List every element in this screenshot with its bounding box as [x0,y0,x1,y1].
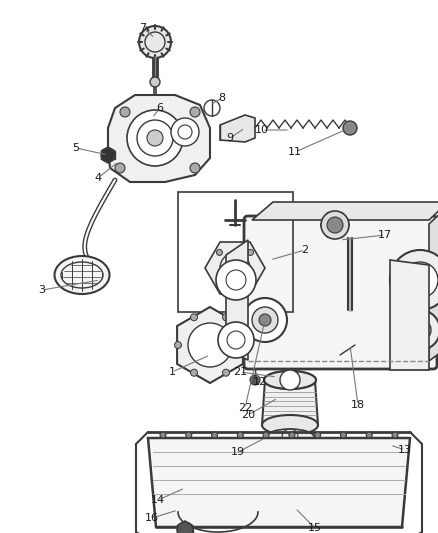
Circle shape [188,323,232,367]
Circle shape [120,107,130,117]
Polygon shape [429,206,438,361]
Circle shape [390,250,438,310]
Circle shape [321,211,349,239]
Ellipse shape [266,429,314,445]
Circle shape [392,432,398,438]
Circle shape [247,280,254,287]
Circle shape [191,369,198,376]
Circle shape [343,121,357,135]
Polygon shape [220,115,255,142]
Polygon shape [262,380,318,425]
Polygon shape [226,240,248,360]
Text: 6: 6 [156,103,163,113]
Circle shape [223,369,230,376]
Polygon shape [108,95,210,182]
Text: 9: 9 [226,133,233,143]
Circle shape [190,107,200,117]
Text: 10: 10 [255,125,269,135]
Circle shape [177,522,193,533]
Text: 1: 1 [169,367,176,377]
Text: 18: 18 [351,400,365,410]
Circle shape [239,342,246,349]
Circle shape [191,314,198,321]
Text: 21: 21 [233,367,247,377]
Ellipse shape [264,371,316,389]
FancyBboxPatch shape [244,216,437,369]
Circle shape [289,432,295,438]
Text: 13: 13 [398,445,412,455]
Circle shape [212,432,218,438]
Circle shape [150,77,160,87]
Circle shape [139,26,171,58]
Text: 2: 2 [301,245,308,255]
Circle shape [259,314,271,326]
Polygon shape [390,260,429,370]
Circle shape [160,432,166,438]
Text: 20: 20 [241,410,255,420]
Polygon shape [148,438,410,527]
Circle shape [115,163,125,173]
Text: 12: 12 [253,377,267,387]
Circle shape [220,253,250,283]
Circle shape [340,432,346,438]
Circle shape [171,118,199,146]
Circle shape [412,272,428,288]
Circle shape [247,249,254,255]
Circle shape [216,260,256,300]
Circle shape [216,249,223,255]
Text: 11: 11 [288,147,302,157]
Text: 8: 8 [219,93,226,103]
Circle shape [127,110,183,166]
Polygon shape [205,242,265,294]
Ellipse shape [54,256,110,294]
Circle shape [147,130,163,146]
Circle shape [252,307,278,333]
Text: 15: 15 [308,523,322,533]
Circle shape [101,148,115,162]
Polygon shape [252,202,438,220]
Circle shape [216,280,223,287]
Circle shape [204,100,220,116]
Ellipse shape [264,371,316,389]
Text: 22: 22 [238,403,252,413]
Circle shape [237,432,244,438]
Circle shape [186,432,192,438]
Circle shape [190,163,200,173]
Text: 3: 3 [39,285,46,295]
Circle shape [218,322,254,358]
Text: 19: 19 [231,447,245,457]
Circle shape [280,370,300,390]
Circle shape [243,298,287,342]
Text: 4: 4 [95,173,102,183]
Text: 14: 14 [151,495,165,505]
Ellipse shape [262,415,318,435]
Circle shape [263,432,269,438]
Text: 5: 5 [73,143,80,153]
Circle shape [314,432,321,438]
Circle shape [174,342,181,349]
Circle shape [400,310,438,350]
Circle shape [223,314,230,321]
Circle shape [402,262,438,298]
Text: 16: 16 [145,513,159,523]
Circle shape [250,375,260,385]
Bar [178,192,293,312]
Text: 17: 17 [378,230,392,240]
Text: 7: 7 [139,23,147,33]
Circle shape [366,432,372,438]
Circle shape [327,217,343,233]
Polygon shape [177,307,243,383]
